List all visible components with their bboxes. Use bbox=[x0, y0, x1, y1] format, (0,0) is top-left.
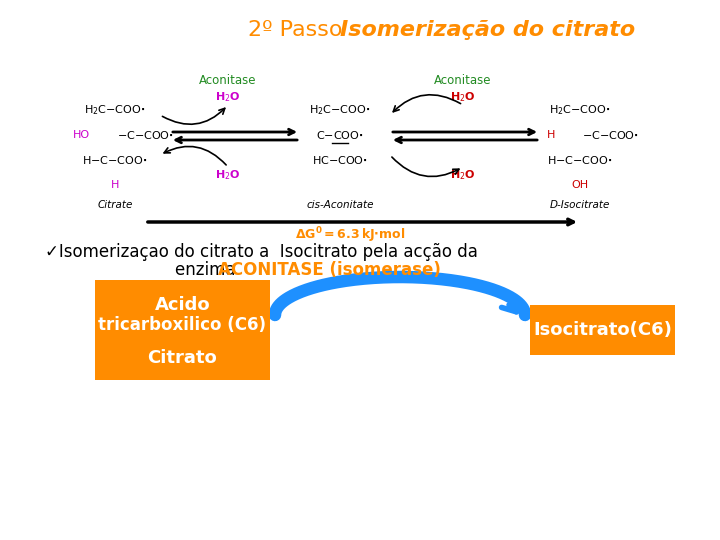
Text: OH: OH bbox=[572, 180, 588, 190]
Text: Aconitase: Aconitase bbox=[434, 73, 492, 86]
Text: $\mathbf{\Delta G^0 = 6.3\, kJ{\cdot}mol}$: $\mathbf{\Delta G^0 = 6.3\, kJ{\cdot}mol… bbox=[294, 225, 405, 245]
Text: Isocitrato(C6): Isocitrato(C6) bbox=[533, 321, 672, 339]
Text: H$_2$O: H$_2$O bbox=[215, 168, 240, 182]
Text: H$_2$C$-$COO$\mathbf{\cdot}$: H$_2$C$-$COO$\mathbf{\cdot}$ bbox=[310, 103, 371, 117]
FancyBboxPatch shape bbox=[530, 305, 675, 355]
Text: H$_2$O: H$_2$O bbox=[215, 90, 240, 104]
Text: enzima: enzima bbox=[175, 261, 240, 279]
Text: Citrato: Citrato bbox=[148, 349, 217, 367]
Text: $-$C$-$COO$\mathbf{\cdot}$: $-$C$-$COO$\mathbf{\cdot}$ bbox=[582, 129, 639, 141]
Text: H$-$C$-$COO$\mathbf{\cdot}$: H$-$C$-$COO$\mathbf{\cdot}$ bbox=[547, 154, 613, 166]
Text: H$_2$O: H$_2$O bbox=[450, 90, 476, 104]
Text: ACONITASE (isomerase): ACONITASE (isomerase) bbox=[218, 261, 441, 279]
Text: H$_2$C$-$COO$\mathbf{\cdot}$: H$_2$C$-$COO$\mathbf{\cdot}$ bbox=[84, 103, 145, 117]
Text: H: H bbox=[546, 130, 555, 140]
Text: HO: HO bbox=[73, 130, 90, 140]
Text: Aconitase: Aconitase bbox=[199, 73, 257, 86]
Text: Acido: Acido bbox=[155, 296, 210, 314]
Text: Isomerização do citrato: Isomerização do citrato bbox=[340, 20, 635, 40]
Text: D-Isocitrate: D-Isocitrate bbox=[550, 200, 610, 210]
Text: H$_2$C$-$COO$\mathbf{\cdot}$: H$_2$C$-$COO$\mathbf{\cdot}$ bbox=[549, 103, 611, 117]
Text: tricarboxilico (C6): tricarboxilico (C6) bbox=[99, 316, 266, 334]
Text: Citrate: Citrate bbox=[97, 200, 132, 210]
Text: C$-$COO$\mathbf{\cdot}$: C$-$COO$\mathbf{\cdot}$ bbox=[316, 129, 364, 141]
Text: H$_2$O: H$_2$O bbox=[450, 168, 476, 182]
Text: cis-Aconitate: cis-Aconitate bbox=[306, 200, 374, 210]
Text: $-$C$-$COO$\mathbf{\cdot}$: $-$C$-$COO$\mathbf{\cdot}$ bbox=[117, 129, 174, 141]
FancyBboxPatch shape bbox=[95, 280, 270, 380]
Text: H$-$C$-$COO$\mathbf{\cdot}$: H$-$C$-$COO$\mathbf{\cdot}$ bbox=[82, 154, 148, 166]
Text: H: H bbox=[111, 180, 120, 190]
Text: ✓Isomerizaçao do citrato a  Isocitrato pela acção da: ✓Isomerizaçao do citrato a Isocitrato pe… bbox=[45, 243, 478, 261]
Text: 2º Passo -: 2º Passo - bbox=[248, 20, 365, 40]
Text: HC$-$COO$\mathbf{\cdot}$: HC$-$COO$\mathbf{\cdot}$ bbox=[312, 154, 368, 166]
